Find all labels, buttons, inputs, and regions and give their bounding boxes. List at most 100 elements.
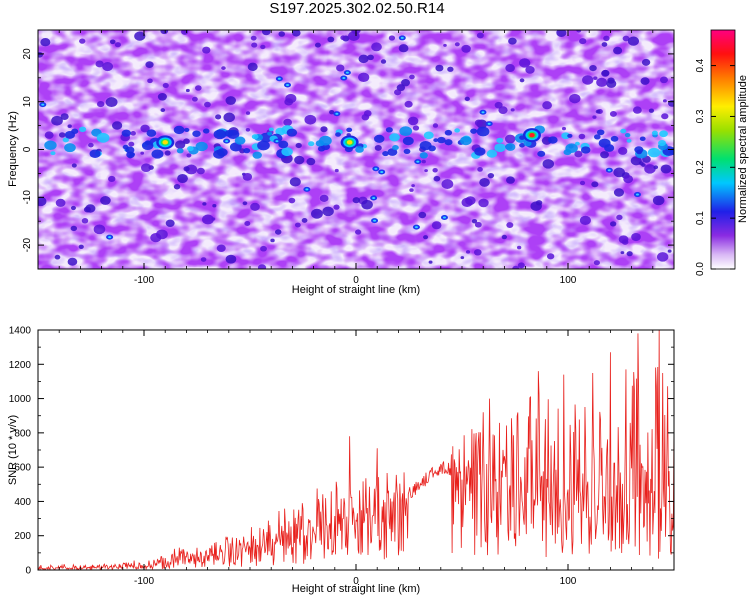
heatmap-blue-blob-core	[275, 140, 279, 143]
heatmap-band-blob	[387, 148, 398, 156]
snr-ytick-label: 200	[14, 531, 31, 542]
heatmap-band-blob	[252, 151, 262, 159]
heatmap-noise-blob	[333, 204, 340, 210]
heatmap-noise-blob	[223, 112, 235, 123]
heatmap-noise-blob	[78, 244, 84, 249]
heatmap-noise-blob	[412, 125, 420, 131]
snr-plot-area	[38, 330, 674, 570]
snr-xtick-label: 100	[560, 576, 577, 587]
heatmap-noise-blob	[130, 131, 136, 136]
heatmap-noise-blob	[667, 100, 674, 107]
heatmap-band-blob	[355, 146, 364, 153]
heatmap-band-blob	[286, 128, 298, 137]
heatmap-noise-blob	[591, 181, 599, 188]
heatmap-noise-blob	[71, 163, 77, 168]
heatmap-noise-blob	[348, 31, 360, 41]
heatmap-noise-blob	[595, 109, 601, 114]
heatmap-noise-blob	[620, 251, 625, 255]
heatmap-noise-blob	[525, 65, 535, 74]
heatmap-blue-blob-core	[41, 103, 45, 106]
heatmap-noise-blob	[200, 257, 207, 262]
heatmap-noise-blob	[371, 42, 382, 52]
heatmap-noise-blob	[535, 200, 543, 206]
heatmap-band-blob	[580, 146, 591, 154]
heatmap-noise-blob	[93, 224, 106, 235]
heatmap-noise-blob	[260, 44, 266, 50]
colorbar-tick-label: 0.3	[695, 109, 706, 123]
heatmap-noise-blob	[100, 196, 111, 205]
heatmap-noise-blob	[546, 253, 555, 260]
heatmap-band-blob	[444, 139, 453, 146]
heatmap-noise-blob	[202, 46, 211, 54]
heatmap-noise-blob	[441, 179, 454, 189]
heatmap-noise-blob	[102, 61, 114, 72]
heatmap-noise-blob	[165, 219, 175, 227]
heatmap-noise-blob	[289, 177, 301, 187]
heatmap-band-blob	[373, 134, 385, 143]
heatmap-band-blob	[173, 125, 185, 135]
heatmap-noise-blob	[295, 142, 302, 149]
heatmap-ytick-label: 20	[22, 48, 33, 60]
heatmap-noise-blob	[250, 35, 257, 41]
heatmap-blue-blob-core	[342, 77, 346, 80]
heatmap-noise-blob	[225, 254, 237, 264]
heatmap-noise-blob	[352, 197, 361, 204]
heatmap-noise-blob	[294, 155, 305, 165]
snr-ytick-label: 800	[14, 428, 31, 439]
heatmap-noise-blob	[593, 76, 598, 80]
heatmap-ytick-label: -10	[22, 190, 33, 205]
heatmap-noise-blob	[609, 110, 617, 117]
heatmap-blue-blob-core	[374, 167, 378, 170]
heatmap-noise-blob	[304, 114, 317, 125]
heatmap-noise-blob	[70, 205, 76, 211]
heatmap-noise-blob	[519, 58, 531, 68]
heatmap-band-blob	[122, 144, 129, 150]
heatmap-xlabel: Height of straight line (km)	[292, 284, 420, 296]
heatmap-band-blob	[598, 138, 611, 148]
heatmap-noise-blob	[418, 211, 427, 219]
heatmap-noise-blob	[630, 156, 642, 166]
heatmap-noise-blob	[582, 75, 594, 85]
heatmap-noise-blob	[640, 77, 650, 85]
heatmap-noise-blob	[461, 44, 471, 53]
snr-ytick-label: 1000	[9, 394, 32, 405]
heatmap-noise-blob	[476, 32, 484, 39]
heatmap-noise-blob	[579, 38, 587, 45]
heatmap-noise-blob	[314, 42, 321, 48]
heatmap-noise-blob	[464, 96, 470, 102]
heatmap-noise-blob	[162, 82, 169, 88]
heatmap-blue-blob-core	[335, 112, 339, 115]
heatmap-noise-blob	[487, 172, 495, 179]
heatmap-noise-blob	[505, 64, 515, 73]
colorbar-axes: 0.0 0.1 0.2 0.3 0.4	[695, 58, 735, 276]
heatmap-noise-blob	[465, 250, 471, 254]
heatmap-hotspot-core	[162, 140, 168, 145]
heatmap-band-blob	[184, 127, 190, 132]
heatmap-noise-blob	[244, 221, 251, 226]
heatmap-ytick-label: 0	[22, 146, 33, 152]
heatmap-noise-blob	[334, 168, 339, 173]
heatmap-noise-blob	[616, 214, 623, 220]
heatmap-noise-blob	[128, 141, 135, 147]
heatmap-noise-blob	[506, 176, 515, 184]
heatmap-noise-blob	[147, 78, 153, 84]
heatmap-band-blob	[428, 145, 436, 152]
heatmap-band-blob	[234, 136, 246, 145]
heatmap-noise-blob	[601, 42, 608, 47]
heatmap-xtick-label: 100	[560, 275, 577, 286]
heatmap-noise-blob	[579, 180, 586, 186]
heatmap-noise-blob	[424, 169, 428, 173]
heatmap-noise-blob	[435, 64, 444, 72]
heatmap-noise-blob	[613, 167, 626, 178]
heatmap-noise-blob	[140, 163, 152, 173]
heatmap-band-blob	[470, 128, 478, 134]
heatmap-noise-blob	[212, 203, 217, 208]
heatmap-noise-blob	[443, 43, 447, 47]
heatmap-band-blob	[317, 145, 326, 152]
heatmap-noise-blob	[460, 256, 465, 260]
heatmap-noise-blob	[196, 167, 205, 175]
heatmap-band-blob	[308, 141, 315, 147]
snr-xtick-label: -100	[134, 576, 154, 587]
heatmap-noise-blob	[60, 113, 69, 120]
heatmap-noise-blob	[183, 138, 190, 145]
